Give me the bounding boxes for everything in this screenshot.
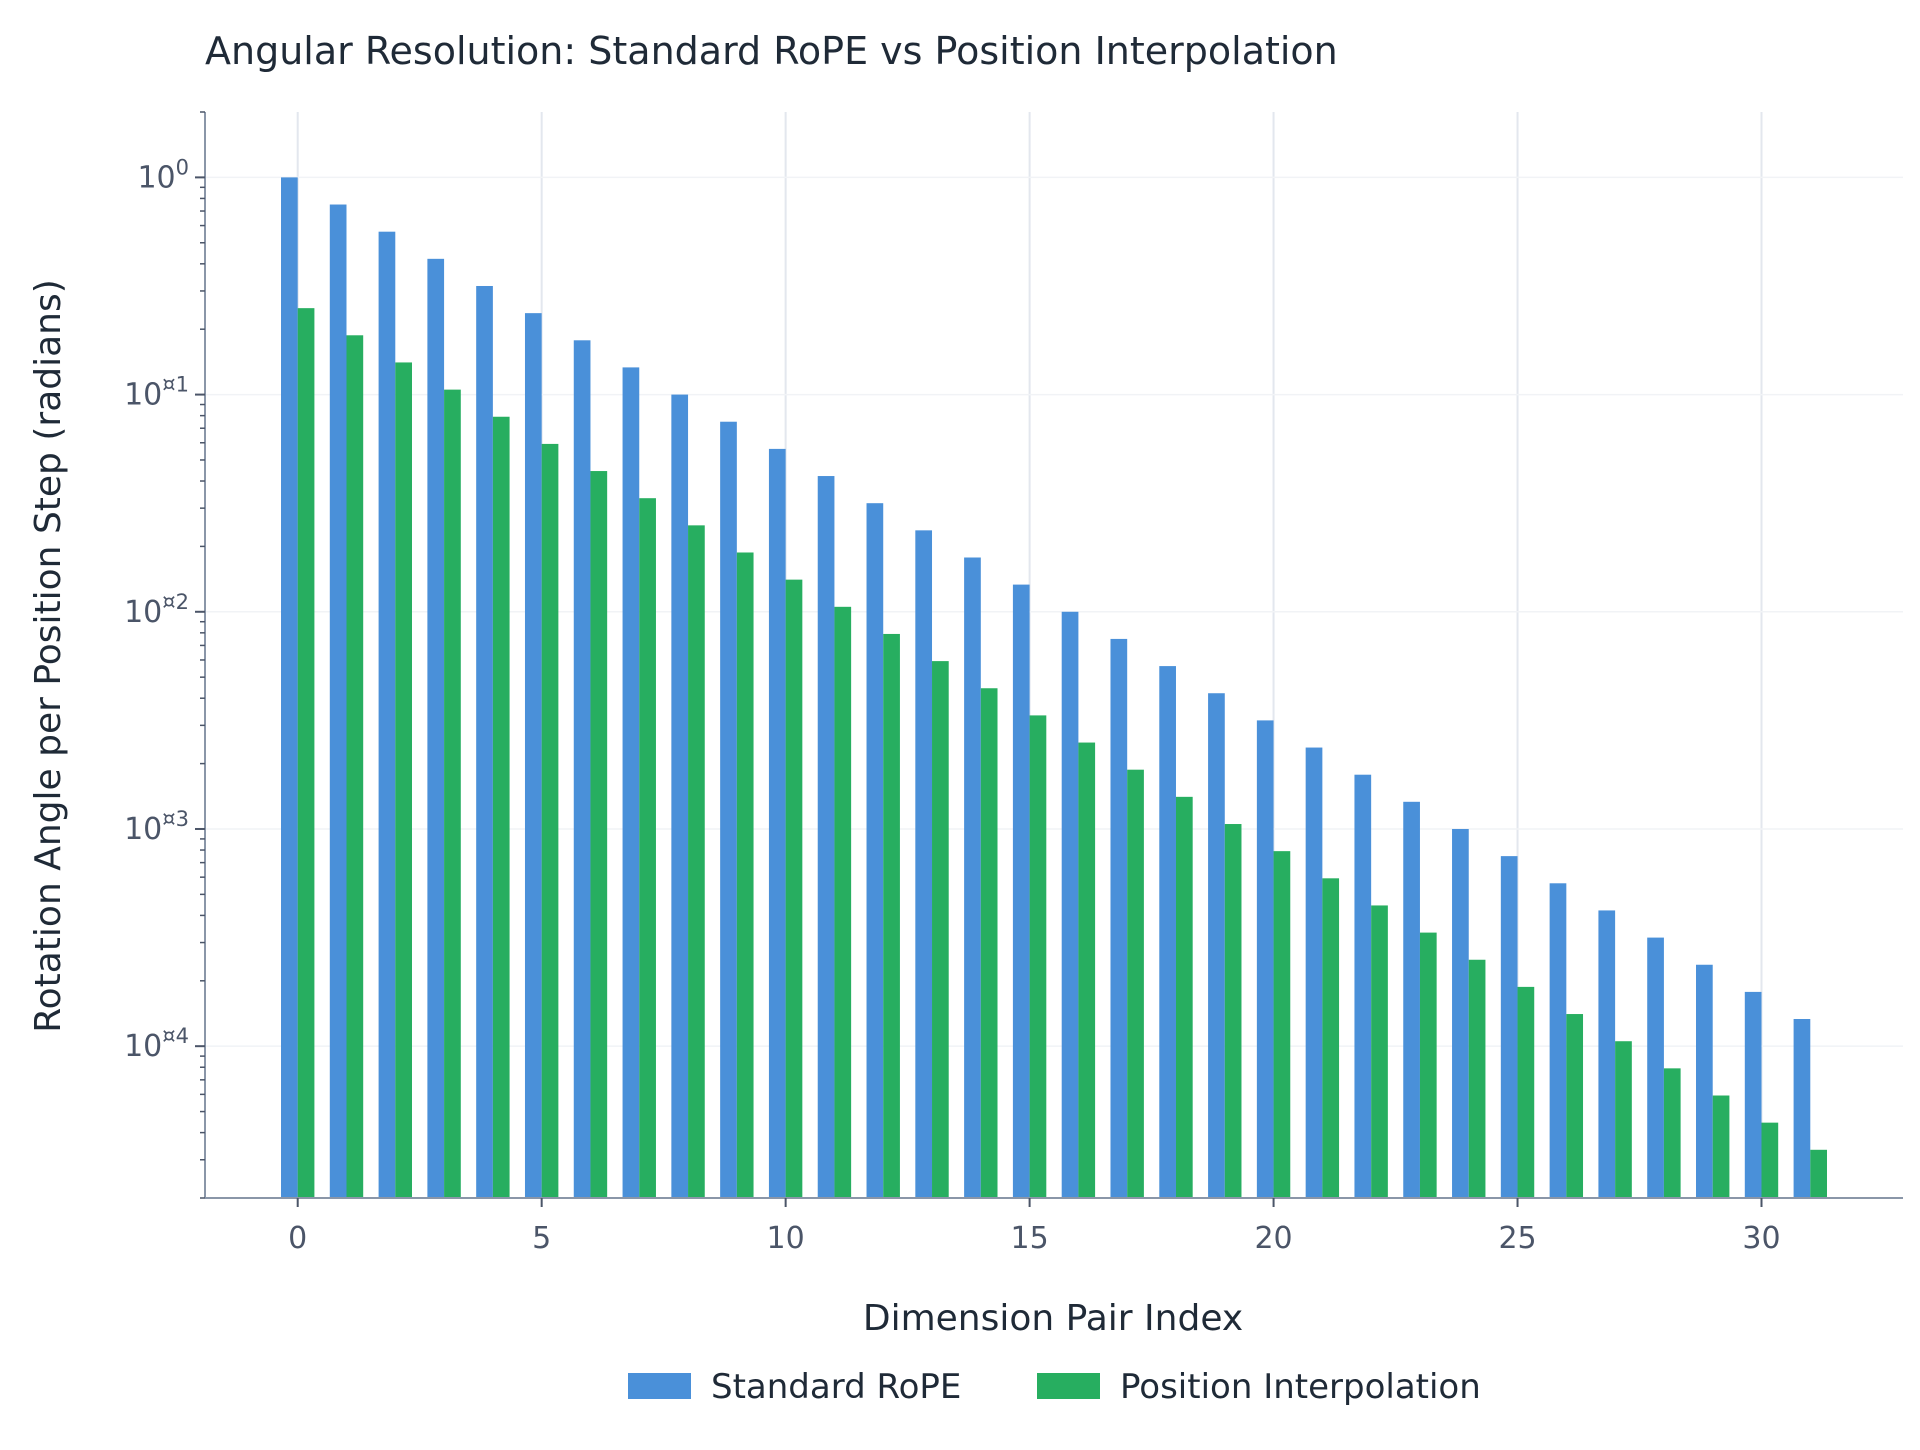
bar-position-interpolation — [834, 606, 852, 1198]
bar-position-interpolation — [1663, 1068, 1681, 1198]
bar-position-interpolation — [688, 525, 705, 1198]
bar-standard-rope — [1793, 1018, 1811, 1198]
bar-standard-rope — [768, 448, 786, 1199]
bar-standard-rope — [1696, 964, 1713, 1198]
bar-position-interpolation — [980, 688, 998, 1198]
bar-standard-rope — [329, 204, 347, 1199]
bar-standard-rope — [915, 530, 933, 1198]
bar-position-interpolation — [346, 335, 364, 1198]
bar-standard-rope — [622, 367, 640, 1198]
bar-position-interpolation — [590, 471, 608, 1198]
x-tick-label: 15 — [1011, 1221, 1049, 1256]
bar-position-interpolation — [1175, 796, 1193, 1198]
bar-standard-rope — [1647, 937, 1664, 1198]
bar-position-interpolation — [1468, 959, 1486, 1198]
x-tick-label: 5 — [532, 1221, 551, 1256]
bar-standard-rope — [671, 394, 689, 1198]
bar-position-interpolation — [736, 552, 754, 1198]
bar-position-interpolation — [1078, 742, 1096, 1198]
bar-standard-rope — [720, 421, 737, 1198]
bar-position-interpolation — [1127, 769, 1144, 1198]
x-tick-label: 25 — [1498, 1221, 1536, 1256]
bar-standard-rope — [1549, 883, 1567, 1198]
bar-position-interpolation — [395, 362, 412, 1199]
bar-standard-rope — [1744, 991, 1762, 1198]
bar-standard-rope — [1452, 828, 1469, 1198]
bar-standard-rope — [1403, 801, 1420, 1198]
bars — [281, 177, 1827, 1199]
bar-position-interpolation — [297, 308, 315, 1199]
x-axis-label: Dimension Pair Index — [863, 1298, 1243, 1339]
y-tick-label: 10¤2 — [124, 590, 189, 630]
bar-standard-rope — [427, 258, 445, 1198]
axes: 0 5 10 15 20 25 30 100 10¤1 10¤2 10¤3 10¤4 — [124, 111, 1903, 1256]
legend: Standard RoPE Position Interpolation — [628, 1367, 1481, 1407]
bar-standard-rope — [1110, 638, 1128, 1198]
bar-position-interpolation — [492, 416, 510, 1198]
bar-position-interpolation — [541, 443, 559, 1198]
x-tick-label: 20 — [1254, 1221, 1292, 1256]
legend-swatch — [628, 1373, 691, 1399]
bar-standard-rope — [1598, 910, 1616, 1198]
bar-standard-rope — [964, 557, 981, 1198]
legend-label: Position Interpolation — [1120, 1367, 1481, 1407]
y-tick-label: 10¤3 — [124, 807, 189, 847]
bar-standard-rope — [573, 340, 591, 1198]
bar-standard-rope — [1305, 747, 1323, 1198]
bar-position-interpolation — [1761, 1122, 1779, 1198]
bar-position-interpolation — [1029, 715, 1047, 1198]
bar-standard-rope — [1012, 584, 1030, 1198]
y-tick-label: 10¤4 — [124, 1024, 189, 1064]
bar-standard-rope — [476, 285, 493, 1198]
bar-position-interpolation — [785, 579, 803, 1198]
bar-standard-rope — [1354, 774, 1372, 1198]
bar-standard-rope — [281, 177, 298, 1198]
bar-standard-rope — [817, 476, 835, 1198]
x-tick-label: 10 — [767, 1221, 805, 1256]
bar-position-interpolation — [932, 661, 949, 1198]
y-tick-label: 10¤1 — [124, 373, 189, 413]
bar-standard-rope — [1159, 666, 1176, 1198]
bar-position-interpolation — [1517, 986, 1535, 1198]
legend-swatch — [1037, 1373, 1100, 1399]
bar-standard-rope — [1500, 856, 1518, 1198]
bar-position-interpolation — [883, 633, 900, 1198]
bar-standard-rope — [866, 503, 884, 1198]
chart-title: Angular Resolution: Standard RoPE vs Pos… — [205, 29, 1338, 73]
bar-position-interpolation — [1712, 1095, 1730, 1198]
bar-position-interpolation — [1273, 851, 1291, 1198]
x-tick-label: 0 — [288, 1221, 307, 1256]
y-tick-label: 100 — [137, 155, 189, 195]
bar-position-interpolation — [639, 498, 656, 1199]
bar-position-interpolation — [1615, 1041, 1632, 1198]
bar-position-interpolation — [1419, 932, 1437, 1198]
bar-position-interpolation — [1810, 1149, 1827, 1198]
bar-standard-rope — [378, 231, 396, 1198]
bar-standard-rope — [524, 313, 542, 1199]
bar-standard-rope — [1061, 611, 1079, 1198]
bar-position-interpolation — [1224, 824, 1242, 1198]
y-axis-label: Rotation Angle per Position Step (radian… — [28, 279, 69, 1033]
x-tick-label: 30 — [1742, 1221, 1780, 1256]
bar-standard-rope — [1208, 693, 1225, 1198]
bar-standard-rope — [1256, 720, 1274, 1198]
legend-label: Standard RoPE — [711, 1367, 961, 1407]
bar-position-interpolation — [1371, 905, 1388, 1198]
bar-position-interpolation — [1566, 1014, 1584, 1198]
bar-position-interpolation — [1322, 878, 1340, 1198]
bar-position-interpolation — [444, 389, 461, 1198]
